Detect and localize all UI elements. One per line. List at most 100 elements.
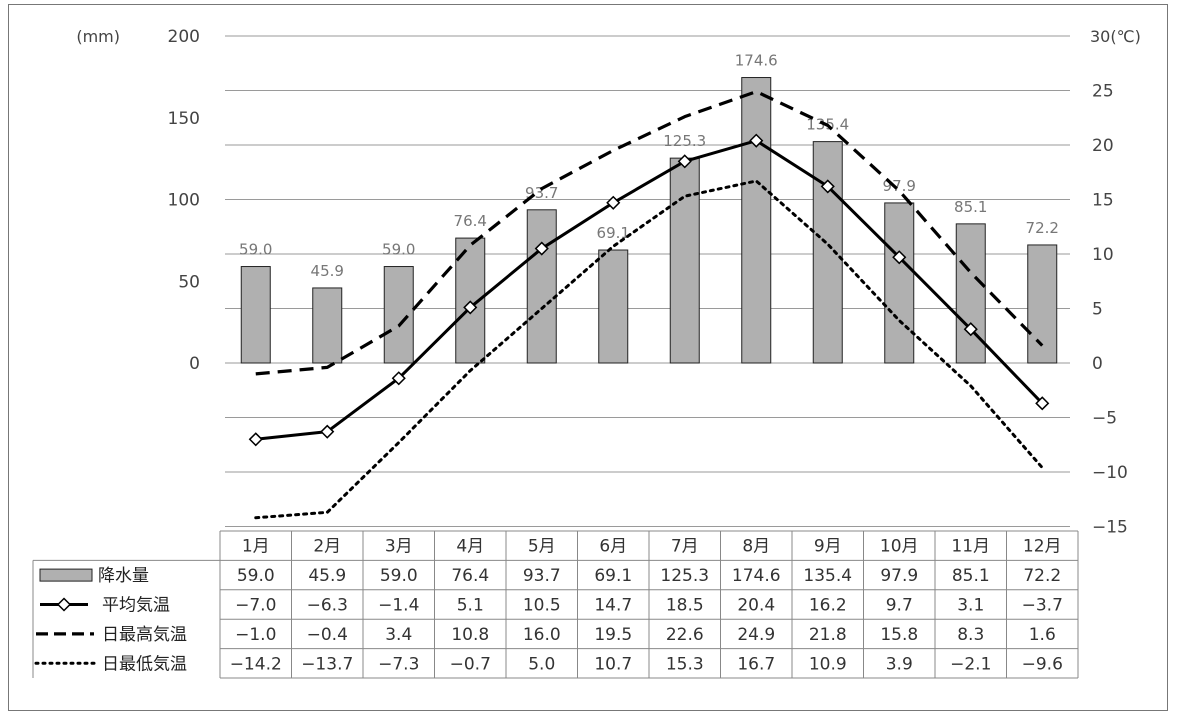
avg-temp-point [391,371,406,386]
avg-temp-line [255,139,1044,441]
table-header-cell: 11月 [951,536,990,556]
table-value-cell: 85.1 [952,566,990,586]
table-value-cell: −6.3 [307,596,348,616]
left-tick-label: 200 [168,27,200,47]
avg-temp-point [1035,396,1050,411]
precip-bar-label: 93.7 [525,184,558,202]
legend-label: 降水量 [98,566,149,586]
table-value-cell: −9.6 [1022,654,1063,674]
right-tick-label: 25 [1092,82,1114,102]
precip-bar [884,202,915,364]
table-value-cell: 16.2 [809,596,847,616]
table-value-cell: 5.1 [457,596,484,616]
precip-bar [240,266,271,364]
table-header-cell: 5月 [528,536,556,556]
table-value-cell: 3.1 [957,596,984,616]
table-value-cell: 14.7 [594,596,632,616]
avg-temp-point [463,300,478,315]
precip-bar-label: 45.9 [311,262,344,280]
precip-bar [312,287,343,364]
left-tick-label: 50 [178,272,200,292]
table-value-cell: 69.1 [594,566,632,586]
table-header-cell: 9月 [814,536,842,556]
table-value-cell: 10.7 [594,654,632,674]
table-header-cell: 6月 [599,536,627,556]
precip-bar [812,141,843,364]
table-value-cell: −13.7 [301,654,353,674]
max-temp-line [255,89,1044,376]
right-axis-unit: 30(℃) [1090,27,1141,46]
right-tick-label: −15 [1092,518,1128,538]
right-tick-label: −5 [1092,409,1117,429]
right-tick-label: 15 [1092,191,1114,211]
min-temp-line [254,179,1044,520]
table-value-cell: −0.7 [450,654,491,674]
table-header-cell: 10月 [880,536,919,556]
precip-bar [598,249,629,364]
precip-bar-label: 59.0 [382,241,415,259]
table-value-cell: 59.0 [237,566,275,586]
table-value-cell: 16.0 [523,625,561,645]
table-value-cell: 15.8 [880,625,918,645]
precip-bar [526,209,557,364]
legend-bar-swatch [39,568,93,582]
legend-label: 日最高気温 [102,625,187,645]
table-value-cell: 15.3 [666,654,704,674]
table-value-cell: −1.4 [378,596,419,616]
precip-bar-label: 85.1 [954,198,987,216]
table-header-cell: 3月 [385,536,413,556]
precip-bar-label: 76.4 [454,212,487,230]
avg-temp-point [749,133,764,148]
precip-bar [955,223,986,364]
table-header-cell: 12月 [1023,536,1062,556]
table-value-cell: 16.7 [737,654,775,674]
table-value-cell: 10.9 [809,654,847,674]
right-tick-label: 0 [1092,354,1103,374]
table-value-cell: 1.6 [1029,625,1056,645]
table-value-cell: 174.6 [732,566,781,586]
avg-temp-point [534,241,549,256]
precip-bar [383,266,414,364]
table-value-cell: 97.9 [880,566,918,586]
table-value-cell: 135.4 [803,566,852,586]
table-value-cell: 125.3 [660,566,709,586]
table-value-cell: 21.8 [809,625,847,645]
table-value-cell: 19.5 [594,625,632,645]
precip-bar [741,77,772,364]
table-value-cell: −0.4 [307,625,348,645]
legend-avg-marker [56,597,72,612]
table-value-cell: 76.4 [451,566,489,586]
right-tick-label: 10 [1092,245,1114,265]
table-value-cell: 20.4 [737,596,775,616]
legend-label: 平均気温 [102,596,170,616]
left-axis-unit: (mm) [76,27,120,46]
table-value-cell: 45.9 [308,566,346,586]
table-value-cell: 10.8 [451,625,489,645]
left-tick-label: 150 [168,109,200,129]
table-value-cell: −3.7 [1022,596,1063,616]
table-value-cell: −7.0 [235,596,276,616]
table-value-cell: −14.2 [230,654,282,674]
precip-bar [669,157,700,364]
table-value-cell: 3.9 [886,654,913,674]
table-value-cell: 24.9 [737,625,775,645]
table-value-cell: 9.7 [886,596,913,616]
table-value-cell: 3.4 [385,625,412,645]
avg-temp-point [677,154,692,169]
right-tick-label: 5 [1092,300,1103,320]
avg-temp-point [606,195,621,210]
table-value-cell: −1.0 [235,625,276,645]
avg-temp-point [963,322,978,337]
table-value-cell: 8.3 [957,625,984,645]
table-value-cell: 72.2 [1023,566,1061,586]
legend-label: 日最低気温 [102,654,187,674]
avg-temp-point [248,432,263,447]
table-header-cell: 1月 [242,536,270,556]
left-tick-label: 100 [168,191,200,211]
table-value-cell: 18.5 [666,596,704,616]
right-tick-label: −10 [1092,463,1128,483]
table-header-cell: 2月 [313,536,341,556]
table-value-cell: 59.0 [380,566,418,586]
avg-temp-point [892,250,907,265]
